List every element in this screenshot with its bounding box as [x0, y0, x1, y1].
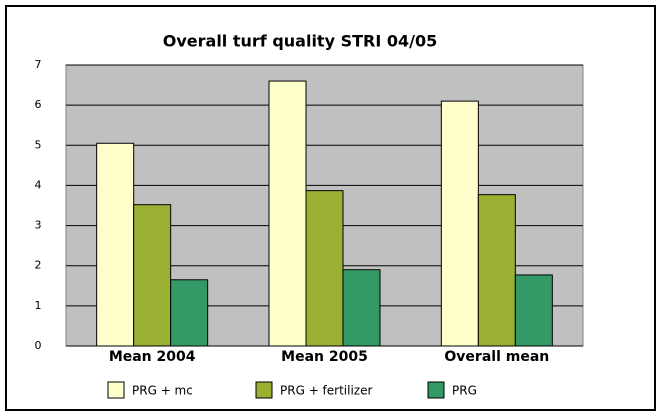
bar	[477, 194, 516, 347]
legend-label: PRG + mc	[132, 384, 193, 398]
bar	[133, 204, 172, 347]
y-tick-label: 0	[35, 339, 42, 352]
bar	[440, 100, 479, 347]
x-tick-label: Overall mean	[444, 349, 549, 365]
legend-label: PRG	[452, 384, 477, 398]
bar	[96, 142, 135, 347]
y-tick-label: 5	[35, 138, 42, 151]
y-tick-label: 1	[35, 299, 42, 312]
bar	[305, 190, 344, 347]
bar	[268, 80, 307, 347]
y-tick-label: 3	[35, 219, 42, 232]
legend-swatch	[107, 381, 125, 399]
x-tick-label: Mean 2004	[109, 349, 196, 365]
y-tick-label: 6	[35, 98, 42, 111]
x-tick-label: Mean 2005	[281, 349, 368, 365]
legend-swatch	[427, 381, 445, 399]
legend-swatch	[255, 381, 273, 399]
bar	[342, 269, 381, 347]
y-tick-label: 4	[35, 178, 42, 191]
chart-title: Overall turf quality STRI 04/05	[163, 32, 437, 51]
bar	[170, 279, 209, 347]
y-tick-label: 7	[35, 58, 42, 71]
bar	[514, 274, 553, 347]
y-tick-label: 2	[35, 259, 42, 272]
legend-label: PRG + fertilizer	[280, 384, 372, 398]
